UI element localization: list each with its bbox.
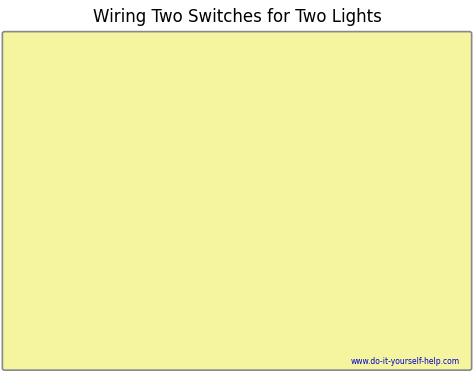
FancyBboxPatch shape (260, 162, 298, 240)
Bar (274, 177, 283, 197)
Text: OFF: OFF (275, 183, 283, 187)
Text: SW2: SW2 (272, 175, 291, 184)
Text: top switch terminal
to the hot on lights: top switch terminal to the hot on lights (12, 227, 79, 240)
Bar (190, 171, 210, 199)
FancyBboxPatch shape (181, 162, 219, 240)
Circle shape (186, 168, 193, 174)
Bar (195, 177, 204, 197)
FancyBboxPatch shape (375, 159, 433, 171)
Ellipse shape (52, 179, 87, 210)
FancyBboxPatch shape (226, 331, 252, 353)
Text: SW1: SW1 (192, 175, 212, 184)
Text: source hot spliced to
the bottom terminal on
each switch: source hot spliced to the bottom termina… (297, 249, 379, 269)
Circle shape (206, 168, 214, 174)
Text: 2-wire
cable: 2-wire cable (324, 126, 349, 138)
Circle shape (285, 228, 293, 234)
FancyBboxPatch shape (395, 169, 413, 177)
Text: L2: L2 (397, 189, 411, 199)
FancyBboxPatch shape (256, 160, 301, 242)
FancyBboxPatch shape (41, 159, 99, 171)
Circle shape (285, 168, 293, 174)
FancyBboxPatch shape (61, 169, 79, 177)
Circle shape (206, 228, 214, 234)
Polygon shape (199, 71, 228, 95)
Circle shape (186, 228, 193, 234)
Ellipse shape (387, 179, 422, 210)
Text: source neutral spliced
through to each light: source neutral spliced through to each l… (311, 58, 389, 71)
FancyBboxPatch shape (177, 160, 222, 242)
Text: Wiring Two Switches for Two Lights: Wiring Two Switches for Two Lights (92, 8, 382, 26)
Bar (269, 171, 289, 199)
Text: 2-wire
cable: 2-wire cable (125, 118, 150, 131)
Text: source: source (170, 319, 207, 328)
Text: www.do-it-yourself-help.com: www.do-it-yourself-help.com (351, 357, 460, 366)
Text: OFF: OFF (196, 183, 204, 187)
Circle shape (265, 168, 272, 174)
Text: 2-wire
cable: 2-wire cable (227, 314, 252, 326)
Circle shape (265, 228, 272, 234)
Text: L1: L1 (63, 189, 77, 199)
Polygon shape (250, 71, 280, 95)
